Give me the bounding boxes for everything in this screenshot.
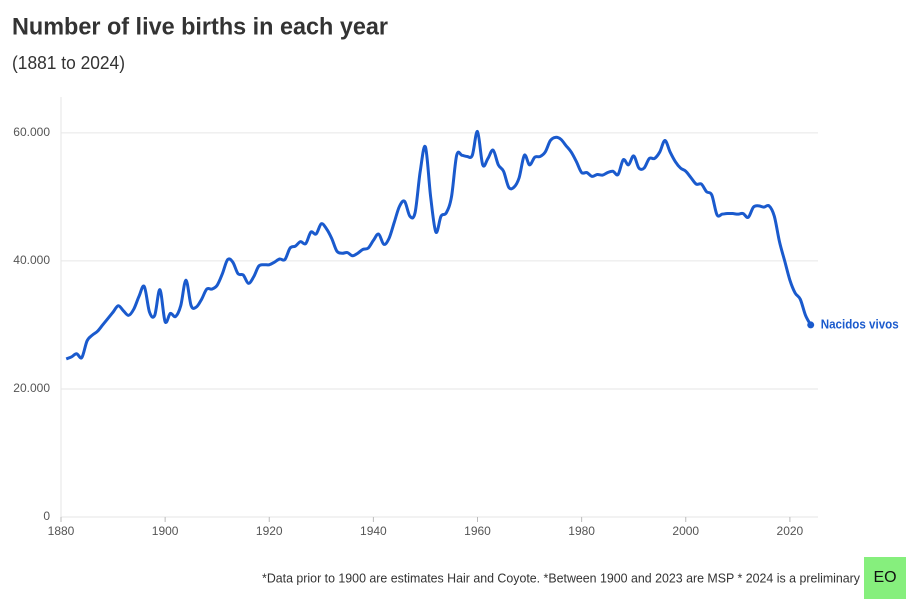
x-tick-label: 2000 xyxy=(672,524,699,538)
logo: EO xyxy=(873,569,896,586)
y-tick-label: 0 xyxy=(43,509,50,523)
x-tick-label: 1960 xyxy=(464,524,491,538)
logo-box xyxy=(864,557,906,599)
x-tick-label: 2020 xyxy=(777,524,804,538)
x-tick-label: 1900 xyxy=(152,524,179,538)
y-tick-label: 60.000 xyxy=(13,125,50,139)
end-point xyxy=(807,321,815,329)
series-label: Nacidos vivos xyxy=(821,316,899,331)
x-tick-label: 1920 xyxy=(256,524,283,538)
x-tick-label: 1940 xyxy=(360,524,387,538)
y-tick-label: 20.000 xyxy=(13,381,50,395)
chart-title: Number of live births in each year xyxy=(12,13,388,40)
x-tick-label: 1980 xyxy=(568,524,595,538)
y-tick-label: 40.000 xyxy=(13,253,50,267)
line xyxy=(65,130,813,361)
chart-subtitle: (1881 to 2024) xyxy=(12,53,125,73)
x-tick-label: 1880 xyxy=(48,524,75,538)
footnote: *Data prior to 1900 are estimates Hair a… xyxy=(262,570,860,585)
